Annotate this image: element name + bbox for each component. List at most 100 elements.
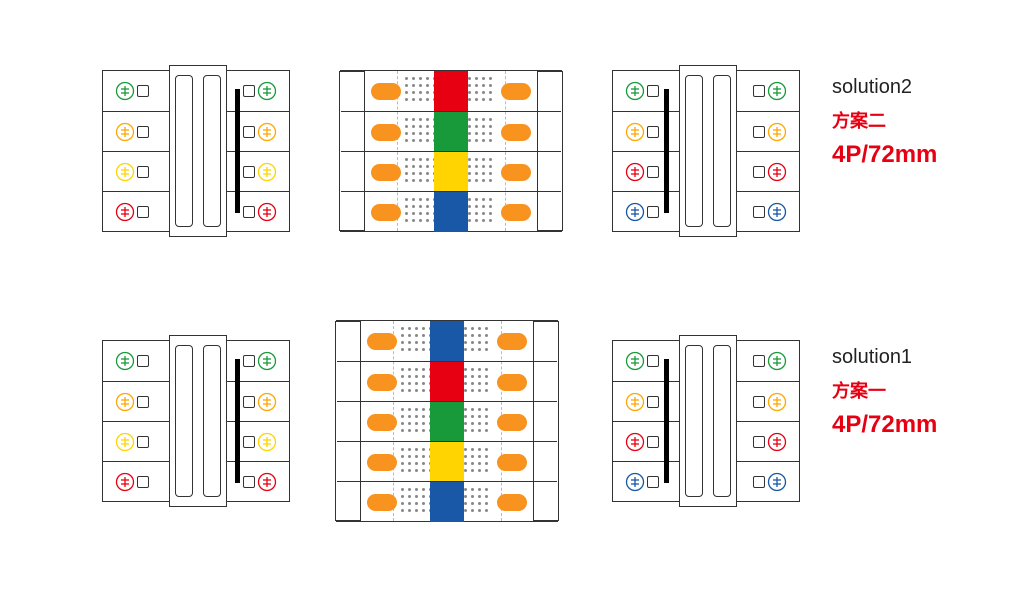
solution-label-size: 4P/72mm — [832, 141, 1012, 169]
lever-slot — [203, 75, 221, 227]
connector-tab — [367, 333, 397, 350]
lever-slot — [713, 75, 731, 227]
phase-stripe — [430, 402, 464, 442]
phase-stripe — [434, 71, 468, 111]
connector-tab — [497, 454, 527, 471]
connector-tab — [371, 83, 401, 100]
terminal-icon — [257, 202, 277, 222]
terminal-tag — [753, 436, 765, 448]
connector-tab — [497, 494, 527, 511]
solution-row-1: solution1 方案一 4P/72mm — [0, 340, 1024, 540]
connector-tab — [367, 494, 397, 511]
terminal-tag — [243, 85, 255, 97]
solution-row-2: solution2 方案二 4P/72mm — [0, 70, 1024, 270]
terminal-icon — [115, 162, 135, 182]
terminal-icon — [767, 472, 787, 492]
mid-pole — [341, 71, 561, 111]
terminal-icon — [115, 81, 135, 101]
terminal-tag — [137, 476, 149, 488]
connector-tab — [501, 164, 531, 181]
solution-label-cn: 方案一 — [832, 377, 1012, 403]
terminal-tag — [753, 166, 765, 178]
connector-tab — [371, 124, 401, 141]
solution-label-en: solution2 — [832, 76, 1012, 99]
terminal-tag — [753, 355, 765, 367]
terminal-icon — [115, 472, 135, 492]
phase-stripe — [430, 442, 464, 482]
phase-stripe — [430, 321, 464, 361]
solution-2-labels: solution2 方案二 4P/72mm — [832, 76, 1012, 169]
lever-slot — [175, 75, 193, 227]
terminal-tag — [647, 85, 659, 97]
phase-stripe — [434, 152, 468, 192]
terminal-icon — [257, 81, 277, 101]
terminal-icon — [625, 392, 645, 412]
terminal-tag — [753, 126, 765, 138]
indicator-bar — [235, 89, 240, 213]
terminal-icon — [767, 392, 787, 412]
solution-label-en: solution1 — [832, 346, 1012, 369]
terminal-icon — [625, 81, 645, 101]
solution-label-size: 4P/72mm — [832, 411, 1012, 439]
lever-slot — [713, 345, 731, 497]
terminal-tag — [753, 396, 765, 408]
terminal-icon — [767, 122, 787, 142]
connector-tab — [367, 374, 397, 391]
terminal-tag — [243, 126, 255, 138]
connector-tab — [501, 124, 531, 141]
connector-tab — [501, 83, 531, 100]
connector-tab — [497, 414, 527, 431]
solution-label-cn: 方案二 — [832, 107, 1012, 133]
connector-tab — [367, 414, 397, 431]
mid-colour-module — [340, 70, 562, 232]
terminal-icon — [115, 351, 135, 371]
terminal-icon — [257, 472, 277, 492]
terminal-icon — [115, 202, 135, 222]
terminal-tag — [137, 355, 149, 367]
left-breaker-module — [102, 340, 290, 502]
terminal-icon — [257, 122, 277, 142]
terminal-tag — [647, 396, 659, 408]
terminal-tag — [647, 436, 659, 448]
lever-slot — [203, 345, 221, 497]
lever-slot — [175, 345, 193, 497]
terminal-tag — [243, 166, 255, 178]
terminal-icon — [257, 162, 277, 182]
terminal-icon — [625, 351, 645, 371]
terminal-icon — [625, 472, 645, 492]
mid-pole — [341, 151, 561, 192]
terminal-tag — [243, 206, 255, 218]
terminal-icon — [625, 202, 645, 222]
terminal-tag — [243, 476, 255, 488]
terminal-tag — [137, 436, 149, 448]
connector-tab — [371, 204, 401, 221]
terminal-tag — [243, 355, 255, 367]
terminal-tag — [243, 396, 255, 408]
terminal-tag — [647, 126, 659, 138]
mid-pole — [337, 481, 557, 522]
terminal-icon — [625, 432, 645, 452]
indicator-bar — [664, 359, 669, 483]
phase-stripe — [430, 362, 464, 402]
terminal-tag — [647, 206, 659, 218]
terminal-icon — [257, 392, 277, 412]
terminal-icon — [767, 81, 787, 101]
terminal-icon — [257, 432, 277, 452]
lever-slot — [685, 75, 703, 227]
terminal-tag — [647, 355, 659, 367]
terminal-tag — [753, 206, 765, 218]
right-breaker-module — [612, 340, 800, 502]
connector-tab — [497, 374, 527, 391]
terminal-tag — [137, 85, 149, 97]
terminal-tag — [753, 85, 765, 97]
terminal-tag — [137, 126, 149, 138]
connector-tab — [367, 454, 397, 471]
terminal-icon — [257, 351, 277, 371]
indicator-bar — [664, 89, 669, 213]
mid-pole — [337, 401, 557, 442]
terminal-icon — [767, 162, 787, 182]
lever-slot — [685, 345, 703, 497]
terminal-icon — [625, 122, 645, 142]
terminal-icon — [767, 432, 787, 452]
mid-pole — [337, 321, 557, 361]
